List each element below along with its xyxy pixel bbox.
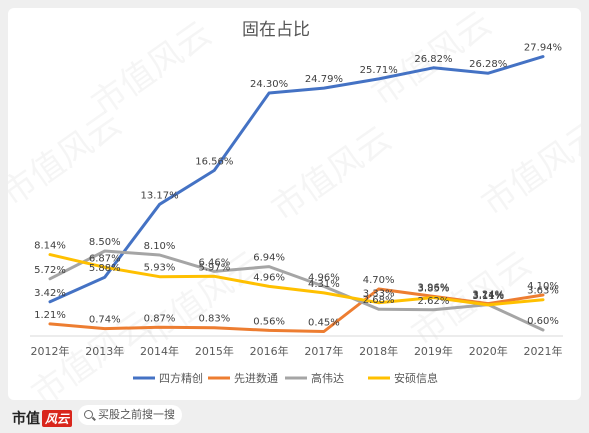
- search-icon: [84, 410, 93, 419]
- data-label: 25.71%: [360, 65, 398, 76]
- chart-title: 固在占比: [242, 20, 310, 40]
- data-label: 26.82%: [414, 54, 452, 65]
- data-label: 3.96%: [418, 282, 450, 293]
- search-box[interactable]: 买股之前搜一搜: [78, 405, 182, 425]
- data-label: 3.11%: [472, 291, 504, 302]
- data-label: 24.30%: [250, 79, 288, 90]
- data-label: 26.28%: [469, 59, 507, 70]
- data-labels: 3.42% 5.88% 13.17% 16.56% 24.30% 24.79% 25.71%…: [34, 43, 562, 329]
- data-label: 3.33%: [363, 289, 395, 300]
- data-label: 3.24%: [472, 290, 504, 301]
- data-label: 4.96%: [253, 272, 285, 283]
- legend-label: 高伟达: [311, 371, 344, 385]
- data-label: 5.72%: [34, 265, 66, 276]
- data-label: 0.83%: [198, 314, 230, 325]
- data-label: 4.96%: [308, 272, 340, 283]
- series-line-1: [48, 55, 545, 304]
- data-label: 1.21%: [34, 310, 66, 321]
- x-tick-label: 2018年: [359, 344, 398, 358]
- data-label: 8.50%: [89, 237, 121, 248]
- data-label: 0.56%: [253, 316, 285, 327]
- search-text: 买股之前搜一搜: [98, 408, 175, 421]
- data-label: 6.46%: [198, 257, 230, 268]
- data-label: 2.62%: [418, 296, 450, 307]
- x-tick-label: 2017年: [304, 344, 343, 358]
- data-label: 0.74%: [89, 315, 121, 326]
- data-label: 4.10%: [527, 281, 559, 292]
- x-tick-label: 2015年: [195, 344, 234, 358]
- data-label: 2.68%: [363, 295, 395, 306]
- legend-label: 四方精创: [159, 371, 203, 385]
- data-label: 5.88%: [89, 263, 121, 274]
- data-label: 3.14%: [472, 291, 504, 302]
- data-label: 8.10%: [144, 241, 176, 252]
- x-tick-label: 2019年: [414, 344, 453, 358]
- logo-tag: 风云: [42, 410, 73, 427]
- data-label: 8.14%: [34, 241, 66, 252]
- data-label: 3.42%: [34, 288, 66, 299]
- data-label: 3.85%: [418, 284, 450, 295]
- data-label: 6.87%: [89, 253, 121, 264]
- data-label: 4.70%: [363, 275, 395, 286]
- series-line-4: [48, 253, 545, 307]
- data-label: 4.31%: [308, 279, 340, 290]
- data-label: 16.56%: [195, 156, 233, 167]
- data-label: 0.45%: [308, 318, 340, 329]
- data-label: 5.93%: [144, 263, 176, 274]
- series-line-3: [48, 249, 545, 332]
- data-label: 5.97%: [198, 262, 230, 273]
- data-label: 0.87%: [144, 313, 176, 324]
- x-tick-label: 2014年: [140, 344, 179, 358]
- x-tick-label: 2012年: [31, 344, 70, 358]
- legend-label: 先进数通: [234, 372, 278, 385]
- x-tick-label: 2020年: [469, 344, 508, 358]
- x-tick-label: 2021年: [524, 344, 563, 358]
- brand-logo: 市值 风云: [12, 408, 73, 428]
- legend-label: 安硕信息: [394, 371, 438, 385]
- data-label: 13.17%: [140, 190, 178, 201]
- legend: 四方精创 先进数通 高伟达 安硕信息: [133, 371, 438, 385]
- data-label: 27.94%: [524, 43, 562, 54]
- series-layer: [48, 55, 545, 333]
- data-label: 0.60%: [527, 316, 559, 327]
- footer-bar: 市值 风云 买股之前搜一搜: [0, 400, 589, 433]
- x-tick-label: 2013年: [85, 344, 124, 358]
- x-axis-ticks: 2012年 2013年 2014年 2015年 2016年 2017年 2018年 2019年…: [31, 344, 563, 358]
- data-label: 3.63%: [527, 286, 559, 297]
- logo-text: 市值: [12, 411, 40, 427]
- chart-card: 市值风云市值风云市值风云市值风云市值风云市值风云市值风云市值风云 固在占比 20…: [8, 8, 581, 400]
- line-chart: 市值风云市值风云市值风云市值风云市值风云市值风云市值风云市值风云 固在占比 20…: [8, 20, 581, 385]
- data-label: 6.94%: [253, 253, 285, 264]
- data-label: 24.79%: [305, 74, 343, 85]
- x-tick-label: 2016年: [250, 344, 289, 358]
